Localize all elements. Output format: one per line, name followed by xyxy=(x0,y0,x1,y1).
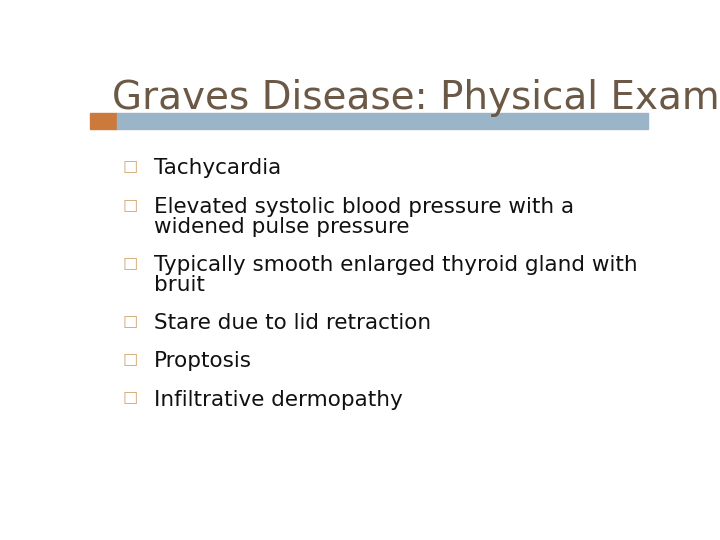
Text: bruit: bruit xyxy=(154,275,205,295)
Text: □: □ xyxy=(122,255,138,270)
Text: Infiltrative dermopathy: Infiltrative dermopathy xyxy=(154,389,403,409)
Text: Elevated systolic blood pressure with a: Elevated systolic blood pressure with a xyxy=(154,197,575,217)
Text: Tachycardia: Tachycardia xyxy=(154,158,282,178)
Bar xyxy=(117,113,648,129)
Text: Typically smooth enlarged thyroid gland with: Typically smooth enlarged thyroid gland … xyxy=(154,255,638,275)
Text: □: □ xyxy=(122,352,138,366)
Text: widened pulse pressure: widened pulse pressure xyxy=(154,217,410,237)
Text: Proptosis: Proptosis xyxy=(154,352,252,372)
Text: Stare due to lid retraction: Stare due to lid retraction xyxy=(154,313,431,333)
Text: □: □ xyxy=(122,313,138,328)
Text: Graves Disease: Physical Exam: Graves Disease: Physical Exam xyxy=(112,79,720,117)
Text: □: □ xyxy=(122,197,138,212)
Text: □: □ xyxy=(122,158,138,173)
Text: □: □ xyxy=(122,389,138,404)
Bar xyxy=(90,113,117,129)
